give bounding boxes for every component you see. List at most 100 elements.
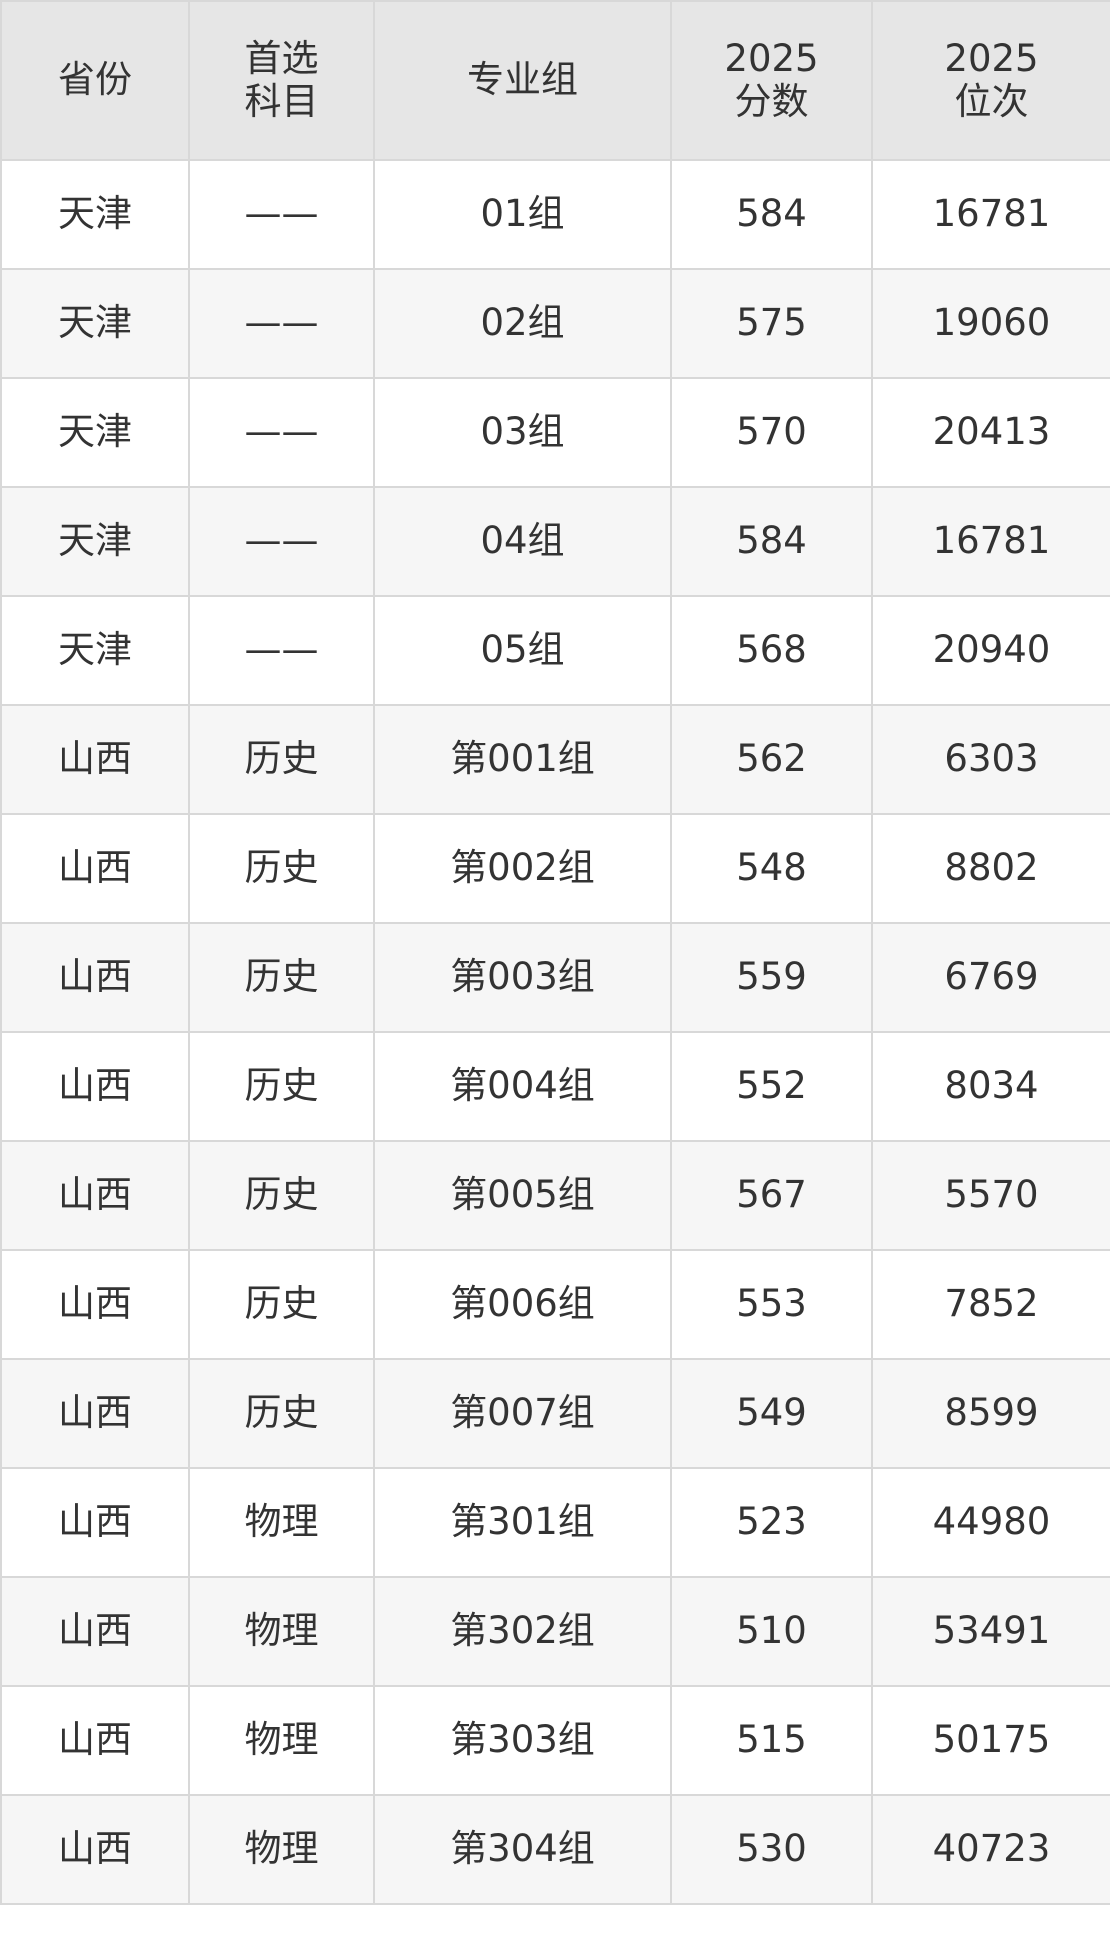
table-cell: 第002组 (373, 813, 672, 924)
table-cell: 553 (670, 1249, 873, 1360)
table-cell: 山西 (0, 1249, 190, 1360)
header-cell: 专业组 (373, 0, 672, 161)
table-cell: —— (188, 486, 375, 597)
header-row: 省份 首选 科目 专业组 2025 分数 2025 位次 (0, 0, 1110, 161)
header-cell: 2025 分数 (670, 0, 873, 161)
table-cell: 567 (670, 1140, 873, 1251)
table-row: 山西 物理 第302组 510 53491 (0, 1576, 1110, 1687)
table-cell: 584 (670, 159, 873, 270)
table-cell: 第007组 (373, 1358, 672, 1469)
table-cell: 山西 (0, 1685, 190, 1796)
table-cell: 历史 (188, 1140, 375, 1251)
table-row: 天津 —— 04组 584 16781 (0, 486, 1110, 597)
table-cell: 山西 (0, 1358, 190, 1469)
table-cell: 530 (670, 1794, 873, 1905)
table-cell: 物理 (188, 1467, 375, 1578)
table-cell: 历史 (188, 922, 375, 1033)
table-cell: 第304组 (373, 1794, 672, 1905)
table-cell: 第003组 (373, 922, 672, 1033)
table-cell: 20413 (871, 377, 1110, 488)
table-cell: 第006组 (373, 1249, 672, 1360)
table-cell: 第004组 (373, 1031, 672, 1142)
table-cell: 02组 (373, 268, 672, 379)
table-cell: 8034 (871, 1031, 1110, 1142)
table-cell: 16781 (871, 486, 1110, 597)
table-row: 天津 —— 05组 568 20940 (0, 595, 1110, 706)
table-cell: 50175 (871, 1685, 1110, 1796)
table-cell: 8802 (871, 813, 1110, 924)
table-cell: 天津 (0, 268, 190, 379)
table-cell: 20940 (871, 595, 1110, 706)
table-row: 山西 历史 第003组 559 6769 (0, 922, 1110, 1033)
table-cell: 570 (670, 377, 873, 488)
table-row: 山西 物理 第303组 515 50175 (0, 1685, 1110, 1796)
table-cell: 历史 (188, 1031, 375, 1142)
table-row: 山西 历史 第006组 553 7852 (0, 1249, 1110, 1360)
table-cell: 物理 (188, 1794, 375, 1905)
table-cell: 6303 (871, 704, 1110, 815)
table-cell: 山西 (0, 1794, 190, 1905)
table-cell: 6769 (871, 922, 1110, 1033)
table-cell: —— (188, 377, 375, 488)
table-row: 天津 —— 03组 570 20413 (0, 377, 1110, 488)
header-cell: 首选 科目 (188, 0, 375, 161)
table-cell: 第005组 (373, 1140, 672, 1251)
table-cell: 历史 (188, 1358, 375, 1469)
table-row: 山西 历史 第001组 562 6303 (0, 704, 1110, 815)
table-row: 山西 历史 第005组 567 5570 (0, 1140, 1110, 1251)
table-cell: 03组 (373, 377, 672, 488)
table-body: 天津 —— 01组 584 16781 天津 —— 02组 575 19060 天津 —— 03组 570… (0, 159, 1110, 1905)
table-row: 天津 —— 02组 575 19060 (0, 268, 1110, 379)
table-cell: 44980 (871, 1467, 1110, 1578)
table-cell: 523 (670, 1467, 873, 1578)
table-cell: 山西 (0, 1031, 190, 1142)
table-cell: 01组 (373, 159, 672, 270)
table-cell: 山西 (0, 1467, 190, 1578)
table-cell: 山西 (0, 922, 190, 1033)
header-cell: 省份 (0, 0, 190, 161)
table-cell: 19060 (871, 268, 1110, 379)
table-cell: 552 (670, 1031, 873, 1142)
table-cell: 第001组 (373, 704, 672, 815)
table-cell: 575 (670, 268, 873, 379)
table-cell: 第302组 (373, 1576, 672, 1687)
table-cell: 历史 (188, 1249, 375, 1360)
table-row: 天津 —— 01组 584 16781 (0, 159, 1110, 270)
table-cell: 40723 (871, 1794, 1110, 1905)
table-cell: 16781 (871, 159, 1110, 270)
table-cell: 山西 (0, 813, 190, 924)
table-cell: 562 (670, 704, 873, 815)
table-cell: 04组 (373, 486, 672, 597)
table-cell: 510 (670, 1576, 873, 1687)
table-cell: 物理 (188, 1685, 375, 1796)
table-cell: 山西 (0, 1140, 190, 1251)
table-cell: 天津 (0, 159, 190, 270)
table-cell: 584 (670, 486, 873, 597)
table-cell: —— (188, 159, 375, 270)
header-cell: 2025 位次 (871, 0, 1110, 161)
table-cell: 天津 (0, 486, 190, 597)
table-cell: 物理 (188, 1576, 375, 1687)
table-row: 山西 物理 第301组 523 44980 (0, 1467, 1110, 1578)
table-cell: 53491 (871, 1576, 1110, 1687)
table-row: 山西 历史 第002组 548 8802 (0, 813, 1110, 924)
table-row: 山西 历史 第004组 552 8034 (0, 1031, 1110, 1142)
table-cell: —— (188, 595, 375, 706)
table-cell: 5570 (871, 1140, 1110, 1251)
table-cell: 549 (670, 1358, 873, 1469)
table-cell: 8599 (871, 1358, 1110, 1469)
table-cell: 05组 (373, 595, 672, 706)
table-cell: 山西 (0, 1576, 190, 1687)
table-cell: 天津 (0, 595, 190, 706)
table-cell: 历史 (188, 704, 375, 815)
table-row: 山西 物理 第304组 530 40723 (0, 1794, 1110, 1905)
table-cell: 568 (670, 595, 873, 706)
table-cell: 第303组 (373, 1685, 672, 1796)
table-row: 山西 历史 第007组 549 8599 (0, 1358, 1110, 1469)
table-cell: 559 (670, 922, 873, 1033)
table-cell: 天津 (0, 377, 190, 488)
table-cell: 山西 (0, 704, 190, 815)
table-cell: —— (188, 268, 375, 379)
